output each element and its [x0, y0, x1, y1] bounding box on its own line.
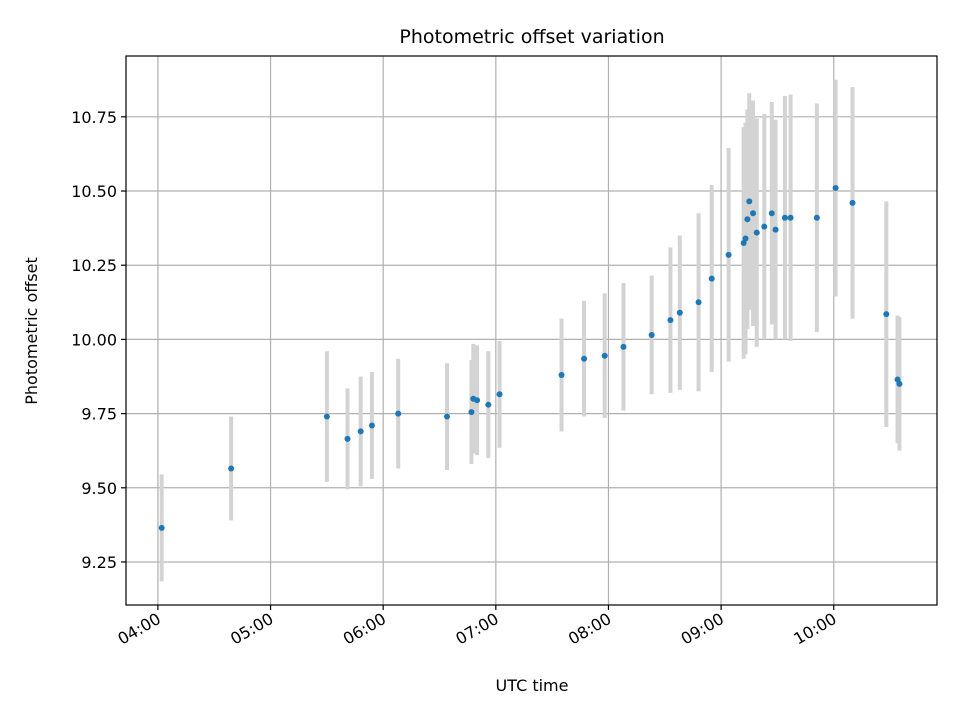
data-point [474, 397, 481, 404]
y-tick-label: 9.50 [81, 479, 117, 498]
data-point [849, 199, 856, 206]
data-point [368, 422, 375, 429]
data-point [787, 214, 794, 221]
data-point [667, 317, 674, 324]
data-point [768, 210, 775, 217]
data-point [744, 216, 751, 223]
data-point [468, 409, 475, 416]
data-point [832, 185, 839, 192]
y-axis-ticks: 9.25 9.50 9.75 10.00 10.25 10.50 10.75 [71, 108, 126, 572]
data-point [496, 391, 503, 398]
data-point [601, 352, 608, 359]
data-point [323, 413, 330, 420]
data-point [676, 309, 683, 316]
y-tick-label: 10.50 [71, 182, 117, 201]
data-point [357, 428, 364, 435]
y-tick-label: 9.75 [81, 405, 117, 424]
data-point [781, 214, 788, 221]
y-axis-title: Photometric offset [22, 257, 41, 405]
data-point [753, 229, 760, 236]
data-point [695, 299, 702, 306]
data-point [772, 226, 779, 233]
data-point [725, 251, 732, 258]
y-tick-label: 10.00 [71, 330, 117, 349]
data-points [158, 185, 903, 531]
data-point [761, 223, 768, 230]
x-axis-title: UTC time [496, 676, 569, 695]
data-point [746, 198, 753, 205]
data-point [883, 311, 890, 318]
data-point [620, 343, 627, 350]
chart-title: Photometric offset variation [399, 26, 664, 48]
data-point [581, 355, 588, 362]
data-point [344, 435, 351, 442]
data-point [648, 331, 655, 338]
data-point [708, 275, 715, 282]
data-point [750, 210, 757, 217]
data-point [558, 372, 565, 379]
y-tick-label: 10.75 [71, 108, 117, 127]
plot-area-frame [125, 55, 938, 606]
data-point [444, 413, 451, 420]
data-point [896, 380, 903, 387]
grid-lines [126, 56, 937, 605]
y-tick-label: 9.25 [81, 553, 117, 572]
y-tick-label: 10.25 [71, 256, 117, 275]
data-point [813, 214, 820, 221]
data-point [158, 524, 165, 531]
data-point [228, 465, 235, 472]
data-point [742, 235, 749, 242]
data-point [485, 401, 492, 408]
data-point [395, 410, 402, 417]
